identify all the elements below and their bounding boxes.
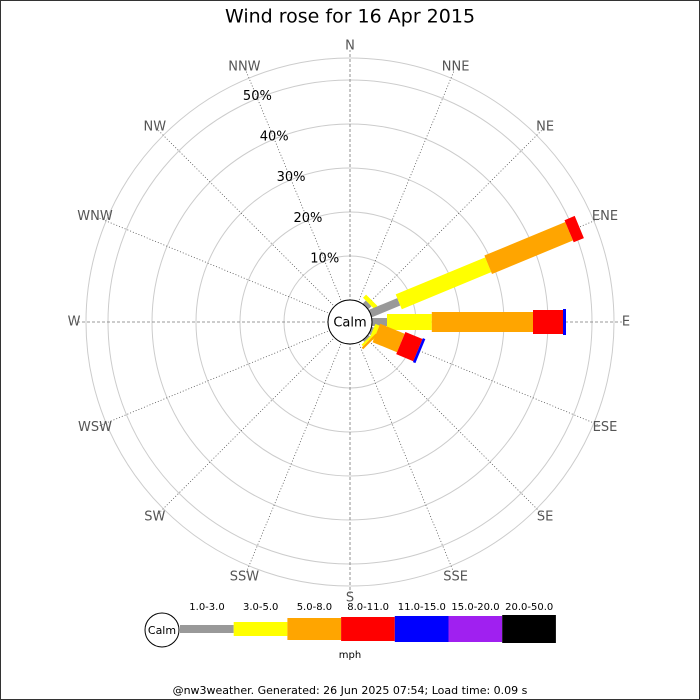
calm-circle — [327, 299, 373, 345]
footer: @nw3weather. Generated: 26 Jun 2025 07:5… — [173, 684, 528, 697]
legend-swatch — [287, 618, 342, 640]
direction-label: SSE — [443, 569, 468, 584]
wind-bar-segment — [368, 298, 401, 318]
wind-bar-segment — [361, 333, 378, 350]
direction-label: SE — [537, 510, 553, 525]
wind-bar-segment — [362, 334, 370, 342]
direction-spoke — [349, 321, 455, 574]
direction-label: W — [68, 315, 81, 330]
direction-label: NNW — [228, 60, 260, 75]
wind-bar-segment — [431, 312, 533, 332]
legend-label: 1.0-3.0 — [189, 602, 224, 613]
legend-swatch — [502, 615, 556, 643]
wind-bar-segment — [484, 222, 573, 274]
ring-label: 40% — [260, 130, 289, 145]
direction-spoke — [349, 70, 455, 323]
calm-label: Calm — [333, 316, 366, 331]
wind-bar-segment — [361, 333, 375, 347]
direction-spoke — [157, 321, 351, 515]
direction-label: NE — [536, 119, 554, 134]
wind-bar-segment — [372, 323, 405, 353]
direction-label: ENE — [592, 209, 618, 224]
direction-spoke — [245, 70, 351, 323]
direction-label: NW — [144, 119, 167, 134]
legend-label: 3.0-5.0 — [243, 602, 278, 613]
wind-bar-segment — [564, 215, 584, 243]
wind-bar-segment — [395, 257, 492, 310]
wind-bar-segment — [362, 300, 372, 310]
outer-ring — [85, 57, 615, 587]
wind-bar-segment — [412, 338, 426, 364]
direction-label: WNW — [77, 209, 113, 224]
wind-bar-segment — [563, 309, 566, 335]
ring-label: 10% — [310, 252, 339, 267]
direction-label: SSW — [230, 569, 260, 584]
wind-bar-segment — [368, 326, 374, 335]
legend-label: 15.0-20.0 — [451, 602, 499, 613]
ring-label: 20% — [293, 211, 322, 226]
legend-calm-label: Calm — [148, 624, 176, 637]
ring-label: 30% — [277, 170, 306, 185]
legend-label: 11.0-15.0 — [398, 602, 446, 613]
legend-label: 8.0-11.0 — [347, 602, 389, 613]
direction-spoke — [157, 129, 351, 323]
direction-spoke — [98, 321, 351, 427]
legend-swatch — [448, 616, 503, 642]
direction-label: S — [346, 591, 354, 606]
legend-label: 5.0-8.0 — [297, 602, 332, 613]
legend-swatch — [394, 616, 449, 642]
direction-label: SW — [144, 510, 165, 525]
wind-bar-segment — [363, 294, 378, 309]
legend-swatch — [180, 625, 234, 633]
legend-swatch — [233, 622, 288, 636]
direction-spoke — [349, 321, 543, 515]
legend-calm-circle — [144, 612, 180, 648]
direction-spoke — [245, 321, 351, 574]
wind-bar-segment — [372, 318, 387, 326]
wind-bar-segment — [387, 314, 432, 330]
unit-label: mph — [339, 650, 361, 661]
direction-label: ESE — [593, 420, 618, 435]
ring-label: 50% — [243, 89, 272, 104]
chart-title: Wind rose for 16 Apr 2015 — [225, 6, 475, 28]
direction-label: NNE — [442, 60, 470, 75]
direction-label: N — [345, 39, 355, 54]
direction-spoke — [349, 129, 543, 323]
legend-swatch — [341, 617, 395, 641]
wind-bar-segment — [396, 332, 423, 362]
wind-bar-segment — [533, 310, 563, 334]
legend-label: 20.0-50.0 — [505, 602, 553, 613]
direction-spoke — [98, 217, 351, 323]
direction-label: E — [622, 315, 630, 330]
direction-label: WSW — [78, 420, 112, 435]
